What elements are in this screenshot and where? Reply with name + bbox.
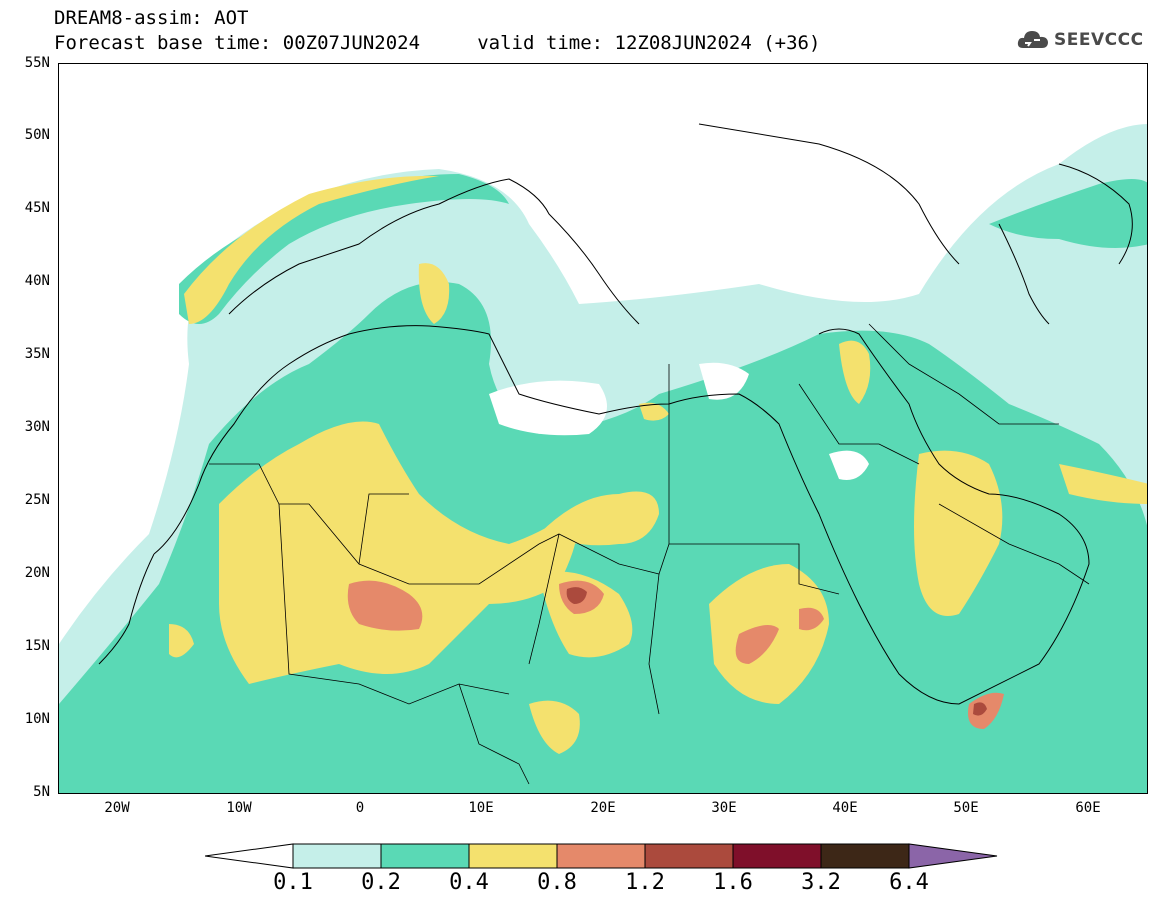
colorbar-label: 0.2 <box>361 870 401 895</box>
coastlines <box>98 123 1133 705</box>
lat-label: 10N <box>24 711 50 727</box>
aot-map-svg <box>59 123 1147 793</box>
lon-label: 60E <box>1075 800 1101 816</box>
colorbar-bin <box>292 843 382 869</box>
seevccc-logo: SEEVCCC <box>1016 23 1144 57</box>
lat-label: 30N <box>24 419 50 435</box>
lat-label: 45N <box>24 200 50 216</box>
lat-label: 15N <box>24 638 50 654</box>
aot-map <box>58 63 1148 794</box>
colorbar-bin <box>556 843 646 869</box>
aot-clear-areas <box>489 362 869 480</box>
lon-label: 10E <box>468 800 494 816</box>
lat-label: 5N <box>33 784 50 800</box>
lon-label: 40E <box>832 800 858 816</box>
colorbar-label: 6.4 <box>889 870 929 895</box>
colorbar-label: 1.2 <box>625 870 665 895</box>
colorbar-label: 0.8 <box>537 870 577 895</box>
colorbar <box>205 843 998 869</box>
lon-label: 30E <box>711 800 737 816</box>
lat-label: 50N <box>24 127 50 143</box>
lat-label: 40N <box>24 273 50 289</box>
lat-label: 35N <box>24 346 50 362</box>
colorbar-label: 0.1 <box>273 870 313 895</box>
lat-label: 25N <box>24 492 50 508</box>
lon-label: 20E <box>590 800 616 816</box>
colorbar-high-arrow <box>908 843 998 869</box>
logo-text: SEEVCCC <box>1054 30 1144 50</box>
lon-label: 10W <box>226 800 252 816</box>
lat-label: 55N <box>24 55 50 71</box>
colorbar-bin <box>380 843 470 869</box>
map-title: DREAM8-assim: AOT <box>54 7 249 29</box>
cloud-icon <box>1017 31 1048 48</box>
country-borders <box>209 323 1090 785</box>
lon-label: 50E <box>953 800 979 816</box>
aot-contour-1-2 <box>566 587 987 716</box>
colorbar-bin <box>644 843 734 869</box>
forecast-times: Forecast base time: 00Z07JUN2024 valid t… <box>54 32 821 54</box>
colorbar-bin <box>820 843 910 869</box>
lon-label: 20W <box>104 800 130 816</box>
colorbar-label: 1.6 <box>713 870 753 895</box>
colorbar-low-arrow <box>205 843 294 869</box>
colorbar-bin <box>468 843 558 869</box>
lat-label: 20N <box>24 565 50 581</box>
colorbar-label: 0.4 <box>449 870 489 895</box>
lon-label: 0 <box>355 800 365 816</box>
colorbar-bin <box>732 843 822 869</box>
colorbar-label: 3.2 <box>801 870 841 895</box>
